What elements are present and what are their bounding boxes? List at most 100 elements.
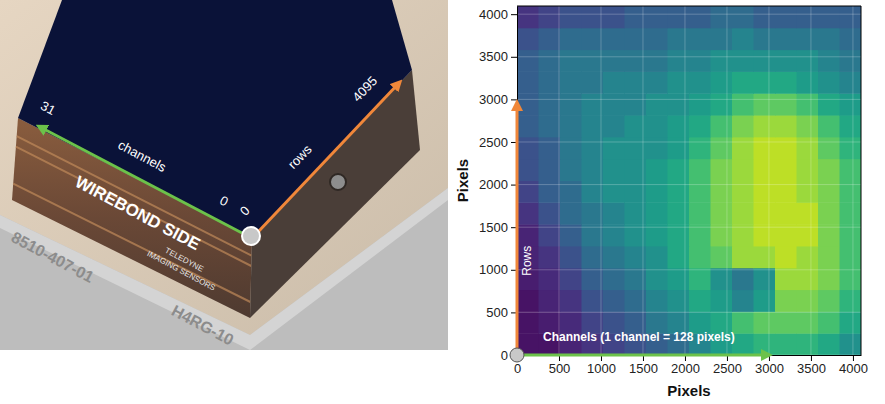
heatmap-cell xyxy=(646,28,668,50)
heatmap-cell xyxy=(539,181,561,203)
heatmap-cell xyxy=(646,181,668,203)
heatmap-cell xyxy=(560,159,582,181)
tick-mark xyxy=(853,355,854,361)
heatmap-cell xyxy=(517,115,539,137)
heatmap-cell xyxy=(603,28,625,50)
heatmap-cell xyxy=(840,202,862,224)
heatmap-cell xyxy=(775,50,797,72)
heatmap-cell xyxy=(732,202,754,224)
heatmap-cell xyxy=(818,28,840,50)
annotations: RowsChannels (1 channel = 128 pixels) xyxy=(510,104,768,362)
heatmap-cell xyxy=(582,93,604,115)
heatmap-cell xyxy=(818,311,840,333)
heatmap-cell xyxy=(668,290,690,312)
tick-label: 500 xyxy=(486,305,508,320)
y-axis-title: Pixels xyxy=(454,159,471,202)
heatmap-cell xyxy=(539,137,561,159)
tick-label: 3500 xyxy=(797,361,826,376)
tick: 1000 xyxy=(587,355,616,376)
heatmap-cell xyxy=(754,311,776,333)
heatmap-cell xyxy=(646,137,668,159)
heatmap-cell xyxy=(711,115,733,137)
heatmap-cell xyxy=(797,28,819,50)
heatmap-cell xyxy=(754,6,776,28)
heatmap-cell xyxy=(797,311,819,333)
heatmap-cell xyxy=(603,6,625,28)
heatmap-cell xyxy=(797,50,819,72)
tick: 4000 xyxy=(479,7,517,22)
heatmap-cell xyxy=(560,246,582,268)
heatmap-cell xyxy=(646,50,668,72)
tick-label: 500 xyxy=(549,361,571,376)
heatmap-cell xyxy=(775,137,797,159)
heatmap-cell xyxy=(539,28,561,50)
heatmap-cell xyxy=(754,202,776,224)
tick-label: 2500 xyxy=(713,361,742,376)
heatmap-cell xyxy=(517,311,539,333)
maker-label: IMAGING SENSORS xyxy=(146,249,217,293)
heatmap-cell xyxy=(689,93,711,115)
heatmap-cell xyxy=(560,137,582,159)
heatmap-cell xyxy=(582,71,604,93)
heatmap-cell xyxy=(775,71,797,93)
heatmap-cell xyxy=(711,246,733,268)
heatmap-cell xyxy=(603,50,625,72)
heatmap-cell xyxy=(689,71,711,93)
heatmap-cell xyxy=(840,290,862,312)
heatmap-cell xyxy=(517,202,539,224)
heatmap-cell xyxy=(560,181,582,203)
heatmap-cell xyxy=(689,181,711,203)
heatmap-cell xyxy=(539,71,561,93)
heatmap-cell xyxy=(582,137,604,159)
annotation: Channels (1 channel = 128 pixels) xyxy=(543,330,735,344)
heatmap-cell xyxy=(732,159,754,181)
heatmap-cell xyxy=(797,181,819,203)
heatmap-cell xyxy=(517,137,539,159)
heatmap-cell xyxy=(539,50,561,72)
heatmap-cell xyxy=(840,6,862,28)
heatmap-cells xyxy=(517,6,861,355)
heatmap-cell xyxy=(732,115,754,137)
tick: 3500 xyxy=(479,49,517,64)
heatmap-cell xyxy=(732,93,754,115)
heatmap-cell xyxy=(668,137,690,159)
grid-line-y xyxy=(517,141,861,142)
grid-line-x xyxy=(810,6,811,355)
heatmap-cell xyxy=(668,246,690,268)
heatmap-cell xyxy=(517,6,539,28)
heatmap-cell xyxy=(818,268,840,290)
heatmap-cell xyxy=(689,137,711,159)
heatmap-cell xyxy=(646,6,668,28)
grid-line-x xyxy=(558,6,559,355)
grid-line-y xyxy=(517,269,861,270)
tick-label: 3000 xyxy=(479,92,508,107)
heatmap-cell xyxy=(818,159,840,181)
heatmap-cell xyxy=(689,50,711,72)
tick: 1000 xyxy=(479,262,517,277)
tick: 3000 xyxy=(479,92,517,107)
heatmap-cell xyxy=(711,290,733,312)
heatmap-cell xyxy=(732,6,754,28)
heatmap-cell xyxy=(711,71,733,93)
tick-label: 1500 xyxy=(629,361,658,376)
grid-line-x xyxy=(726,6,727,355)
tick-label: 1500 xyxy=(479,220,508,235)
heatmap-cell xyxy=(797,333,819,355)
heatmap-cell xyxy=(818,202,840,224)
heatmap-cell xyxy=(732,311,754,333)
heatmap-cell xyxy=(840,71,862,93)
photo: 31channels00rows4095WIREBOND SIDETELEDYN… xyxy=(0,0,448,350)
tick: 2500 xyxy=(479,135,517,150)
heatmap-cell xyxy=(646,93,668,115)
heatmap-cell xyxy=(818,333,840,355)
engraving: 8510-407-01 xyxy=(9,228,97,286)
heatmap-cell xyxy=(517,181,539,203)
heatmap-cell xyxy=(797,6,819,28)
y-axis: 05001000150020002500300035004000 xyxy=(479,7,517,363)
heatmap-cell xyxy=(560,28,582,50)
tick-label: 1000 xyxy=(479,262,508,277)
heatmap-cell xyxy=(797,246,819,268)
heatmap-cell xyxy=(732,137,754,159)
heatmap-cell xyxy=(646,290,668,312)
heatmap-cell xyxy=(539,93,561,115)
